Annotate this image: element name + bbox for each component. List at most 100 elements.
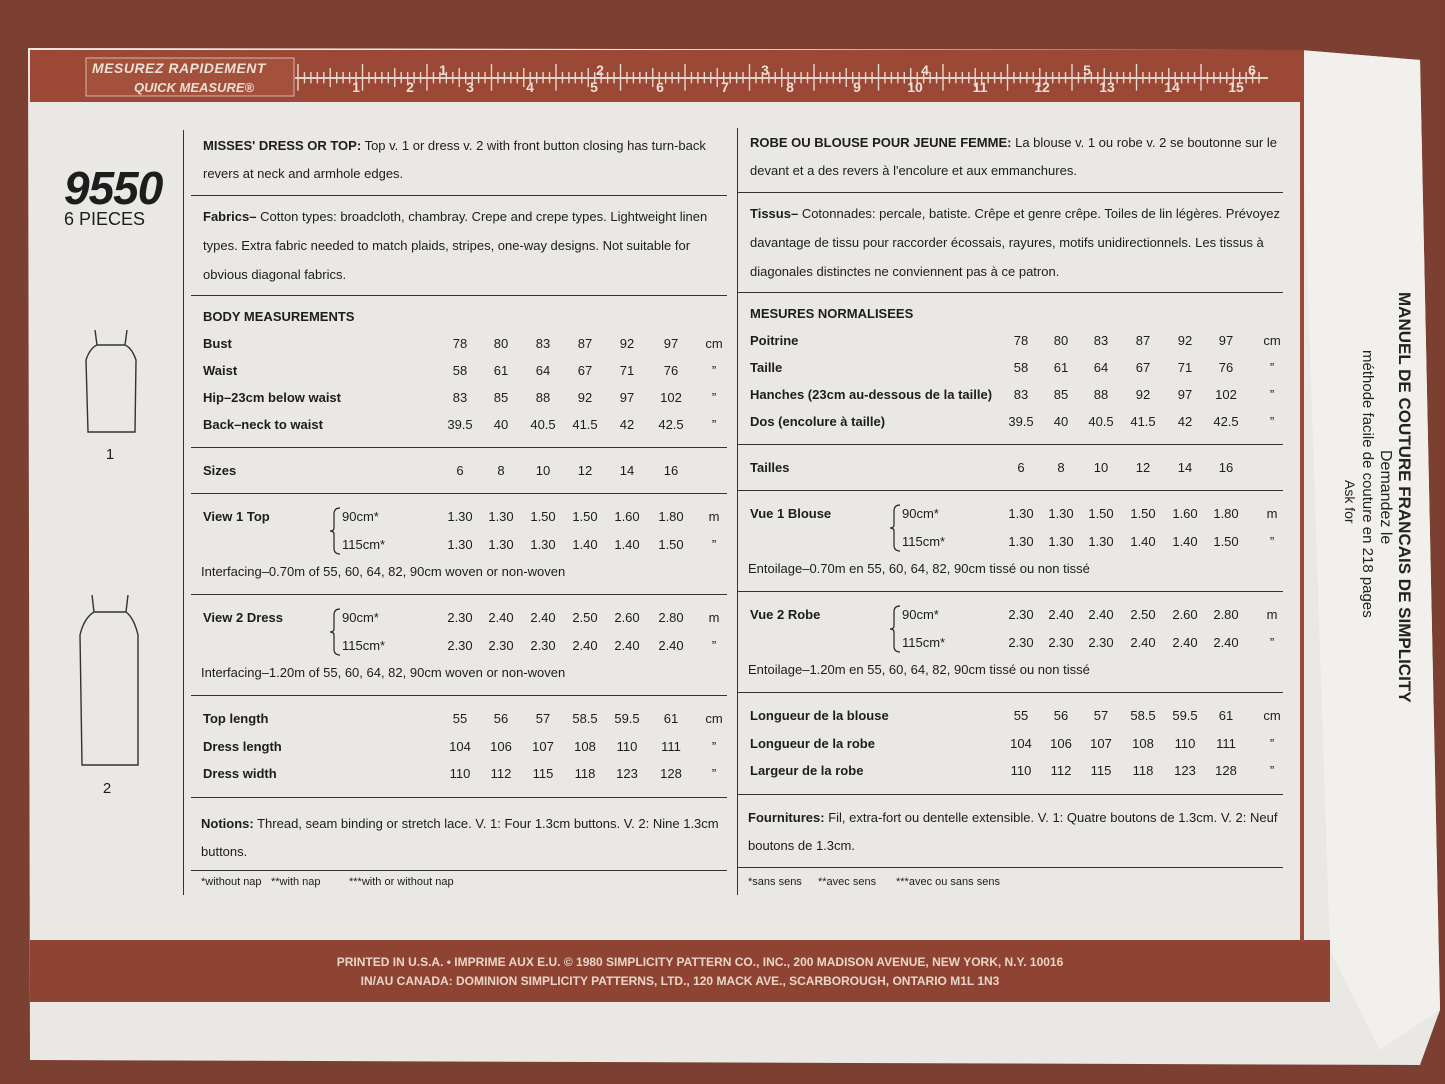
notions: Fournitures: Fil, extra-fort ou dentelle… bbox=[748, 804, 1295, 860]
size-label: Tailles bbox=[750, 460, 790, 475]
ruler-label: QUICK MEASURE® bbox=[134, 80, 255, 95]
footer-line: IN/AU CANADA: DOMINION SIMPLICITY PATTER… bbox=[360, 974, 1000, 988]
unit: m bbox=[708, 610, 720, 625]
unit: ” bbox=[1269, 387, 1275, 402]
length-label: Longueur de la blouse bbox=[750, 708, 889, 723]
length-value: 58.5 bbox=[572, 711, 598, 726]
yardage-value: 1.50 bbox=[1088, 506, 1114, 521]
intro-heading: MISSES' DRESS OR TOP: bbox=[203, 138, 362, 153]
brace bbox=[889, 504, 901, 552]
length-value: 106 bbox=[1050, 736, 1072, 751]
yardage-value: 2.30 bbox=[530, 638, 556, 653]
unit: ” bbox=[711, 537, 717, 552]
yardage-value: 1.30 bbox=[447, 537, 473, 552]
size-label: Sizes bbox=[203, 463, 237, 478]
view-label: 2 bbox=[102, 780, 112, 797]
measurement-value: 92 bbox=[577, 390, 593, 405]
cm-label: 8 bbox=[786, 79, 794, 95]
measurement-value: 92 bbox=[1177, 333, 1193, 348]
size-value: 12 bbox=[1135, 460, 1151, 475]
yardage-value: 1.60 bbox=[614, 509, 640, 524]
measurement-value: 92 bbox=[619, 336, 635, 351]
yardage-value: 1.40 bbox=[572, 537, 598, 552]
cm-label: 5 bbox=[590, 79, 598, 95]
measurement-value: 41.5 bbox=[572, 417, 598, 432]
unit: ” bbox=[1269, 635, 1275, 650]
measurement-value: 97 bbox=[619, 390, 635, 405]
measurement-value: 58 bbox=[452, 363, 468, 378]
length-value: 111 bbox=[661, 739, 681, 754]
rule bbox=[738, 444, 1283, 445]
measurement-value: 40 bbox=[493, 417, 509, 432]
yardage-value: 2.30 bbox=[1048, 635, 1074, 650]
pattern-number: 9550 bbox=[64, 162, 163, 214]
fabrics: Fabrics– Cotton types: broadcloth, chamb… bbox=[203, 202, 729, 289]
measurement-value: 88 bbox=[535, 390, 551, 405]
measurement-value: 42 bbox=[619, 417, 635, 432]
ruler-ticks bbox=[297, 64, 1260, 91]
measurement-value: 78 bbox=[452, 336, 468, 351]
footnote: **avec sens bbox=[818, 876, 877, 888]
intro-text: Top v. 1 or dress v. 2 with front button… bbox=[203, 138, 706, 181]
intro-heading: ROBE OU BLOUSE POUR JEUNE FEMME: bbox=[750, 135, 1012, 150]
length-value: 108 bbox=[574, 739, 596, 754]
measurement-value: 41.5 bbox=[1130, 414, 1156, 429]
length-value: 61 bbox=[1218, 708, 1234, 723]
size-value: 16 bbox=[1218, 460, 1234, 475]
cm-label: 3 bbox=[466, 79, 474, 95]
yardage-value: 2.40 bbox=[1213, 635, 1239, 650]
cm-label: 9 bbox=[853, 79, 861, 95]
yardage-value: 1.30 bbox=[488, 537, 514, 552]
yardage-value: 1.50 bbox=[530, 509, 556, 524]
yardage-value: 1.30 bbox=[447, 509, 473, 524]
ruler-label: MESUREZ RAPIDEMENT bbox=[92, 60, 266, 76]
fabric-width: 115cm* bbox=[902, 534, 946, 549]
measurement-value: 40.5 bbox=[1088, 414, 1114, 429]
cm-label: 15 bbox=[1228, 79, 1244, 95]
yardage-value: 2.30 bbox=[488, 638, 514, 653]
rule bbox=[191, 594, 727, 595]
view-2-drawing bbox=[79, 594, 139, 766]
interfacing: Entoilage–0.70m en 55, 60, 64, 82, 90cm … bbox=[748, 561, 1090, 576]
footnote: *sans sens bbox=[748, 876, 802, 888]
yardage-value: 1.30 bbox=[1088, 534, 1114, 549]
rule bbox=[191, 195, 727, 196]
rule bbox=[191, 870, 727, 871]
length-value: 128 bbox=[660, 766, 682, 781]
measurement-value: 40 bbox=[1053, 414, 1069, 429]
cm-label: 4 bbox=[526, 79, 534, 95]
yardage-value: 1.80 bbox=[658, 509, 684, 524]
inch-label: 6 bbox=[1248, 62, 1256, 78]
yardage-value: 1.80 bbox=[1213, 506, 1239, 521]
length-value: 108 bbox=[1132, 736, 1154, 751]
measurement-value: 61 bbox=[493, 363, 509, 378]
length-value: 123 bbox=[1174, 763, 1196, 778]
size-value: 16 bbox=[663, 463, 679, 478]
measurement-value: 76 bbox=[663, 363, 679, 378]
measurement-value: 39.5 bbox=[447, 417, 473, 432]
size-value: 6 bbox=[456, 463, 464, 478]
yardage-value: 2.40 bbox=[572, 638, 598, 653]
measurement-value: 97 bbox=[663, 336, 679, 351]
length-value: 56 bbox=[1053, 708, 1069, 723]
measurement-value: 92 bbox=[1135, 387, 1151, 402]
fabric-width: 90cm* bbox=[902, 506, 939, 521]
unit: ” bbox=[1269, 414, 1275, 429]
unit: ” bbox=[1269, 736, 1275, 751]
measurement-value: 76 bbox=[1218, 360, 1234, 375]
yardage-value: 2.80 bbox=[1213, 607, 1239, 622]
fabrics-text: Cotton types: broadcloth, chambray. Crep… bbox=[203, 209, 708, 282]
fabrics-text: Cotonnades: percale, batiste. Crêpe et g… bbox=[750, 206, 1280, 279]
length-value: 115 bbox=[1090, 763, 1112, 778]
size-value: 14 bbox=[619, 463, 635, 478]
size-value: 10 bbox=[1093, 460, 1109, 475]
size-value: 10 bbox=[535, 463, 551, 478]
cm-label: 6 bbox=[656, 79, 664, 95]
yardage-value: 1.30 bbox=[1048, 534, 1074, 549]
yardage-value: 2.50 bbox=[1130, 607, 1156, 622]
measurement-value: 42.5 bbox=[1213, 414, 1239, 429]
length-value: 59.5 bbox=[614, 711, 640, 726]
footnote: ***with or without nap bbox=[349, 876, 454, 888]
side-note: MANUEL DE COUTURE FRANCAIS DE SIMPLICITY bbox=[1395, 292, 1414, 703]
